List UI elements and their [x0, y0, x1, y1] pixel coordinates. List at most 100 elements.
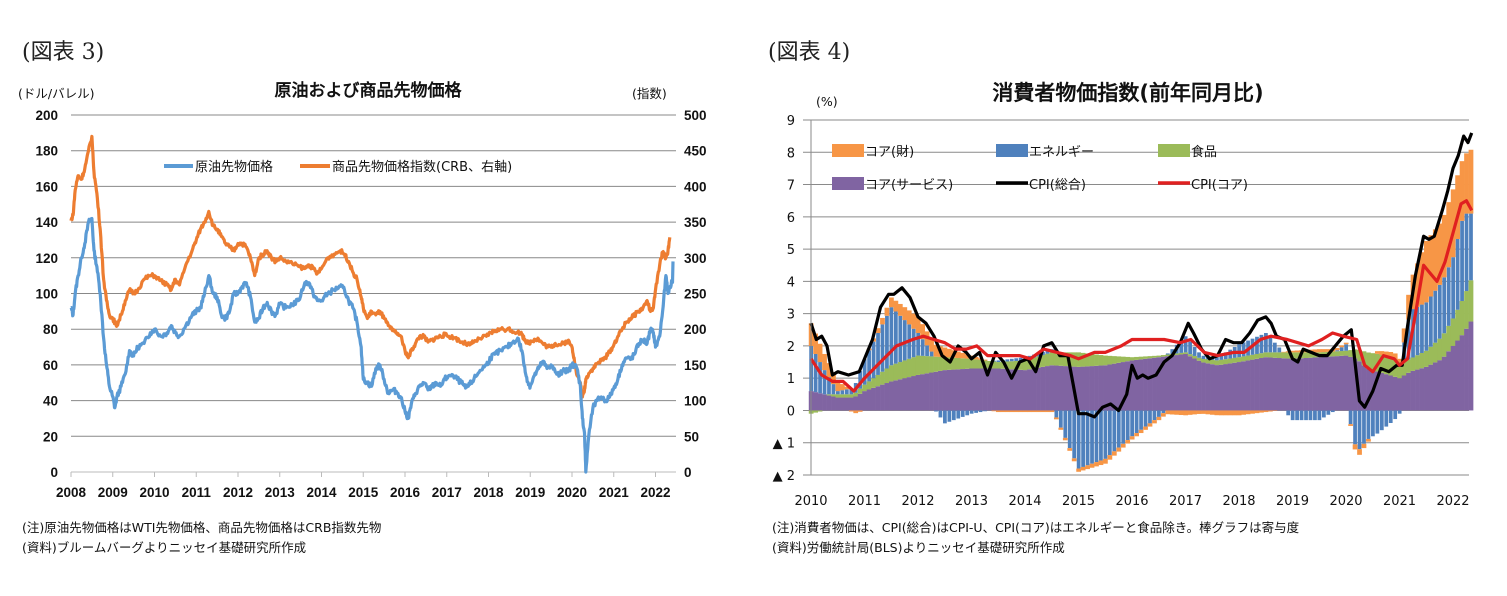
- bar-segment: [946, 348, 952, 358]
- bar-segment: [1428, 364, 1434, 411]
- bar-segment: [960, 369, 966, 411]
- bar-segment: [906, 310, 912, 325]
- bar-segment: [1143, 358, 1148, 411]
- bar-segment: [1076, 366, 1082, 411]
- bar-segment: [924, 373, 930, 411]
- y-tick-label: 5: [787, 243, 795, 258]
- bar-segment: [911, 328, 916, 358]
- bar-segment: [906, 377, 912, 411]
- bar-segment: [1210, 364, 1215, 411]
- series-lines: [69, 134, 675, 474]
- bar-segment: [1339, 355, 1345, 411]
- y-tick-label-left: 100: [35, 287, 58, 302]
- cpi-core-line: [809, 199, 1474, 393]
- bar-segment: [1277, 347, 1282, 353]
- bar-segment: [875, 328, 881, 333]
- y-tick-label-right: 200: [684, 322, 707, 337]
- bar-segment: [1388, 410, 1393, 423]
- bar-segment: [1272, 410, 1278, 411]
- x-tick-label: 2008: [56, 485, 87, 500]
- bar-segment: [1460, 220, 1464, 301]
- bar-segment: [1446, 267, 1451, 326]
- bar-segment: [1406, 372, 1411, 411]
- bar-segment: [1343, 350, 1349, 356]
- figure-3-notes: (注)原油先物価格はWTI先物価格、商品先物価格はCRB指数先物 (資料)ブルー…: [22, 518, 381, 558]
- bar-segment: [1281, 358, 1287, 411]
- bar-segment: [1134, 410, 1139, 434]
- bar-segment: [1464, 213, 1469, 292]
- bar-segment: [1143, 426, 1148, 430]
- bar-segment: [1401, 360, 1407, 376]
- bar-segment: [1174, 355, 1180, 411]
- bar-segment: [1428, 235, 1434, 297]
- chart-title: 消費者物価指数(前年同月比): [992, 81, 1263, 105]
- bar-segment: [1303, 352, 1309, 359]
- bar-segment: [1058, 365, 1064, 411]
- bar-segment: [858, 370, 863, 389]
- bar-segment: [1152, 420, 1157, 424]
- bar-segment: [817, 410, 823, 412]
- bar-segment: [1366, 438, 1371, 442]
- bar-segment: [1410, 357, 1416, 371]
- bar-segment: [1254, 358, 1260, 411]
- bar-segment: [1210, 410, 1215, 415]
- bar-segment: [1227, 363, 1233, 411]
- bar-segment: [1152, 357, 1157, 411]
- y-tick-label-left: 40: [43, 394, 58, 409]
- y-tick-label-right: 0: [684, 465, 692, 480]
- bar-segment: [849, 388, 854, 395]
- oil-price-line: [69, 216, 675, 474]
- bar-segment: [1116, 447, 1122, 452]
- bar-segment: [956, 410, 961, 419]
- bar-segment: [1076, 468, 1082, 472]
- bar-segment: [1130, 410, 1135, 437]
- bar-segment: [1317, 349, 1322, 353]
- bar-segment: [1004, 410, 1010, 413]
- bar-segment: [889, 307, 894, 366]
- bar-segment: [1357, 410, 1362, 450]
- bar-segment: [817, 393, 823, 411]
- bar-segment: [1321, 410, 1326, 418]
- bar-segment: [915, 355, 921, 375]
- figure-4-label: (図表 4): [768, 40, 851, 65]
- bar-segment: [929, 356, 934, 373]
- bar-segment: [1112, 410, 1117, 452]
- bar-segment: [862, 391, 868, 411]
- bar-segment: [1196, 410, 1202, 414]
- bar-segment: [1103, 458, 1108, 464]
- bar-segment: [1437, 223, 1443, 285]
- bar-segment: [1062, 437, 1068, 441]
- bar-segment: [880, 317, 885, 325]
- bar-segment: [862, 358, 867, 385]
- bar-segment: [929, 338, 934, 352]
- bar-segment: [1223, 352, 1228, 360]
- bar-segment: [973, 359, 979, 369]
- x-axis: 2008 2009 2010 2011 2012 2013 2014 2015 2016 2017…: [56, 472, 671, 500]
- bar-segment: [1045, 350, 1050, 354]
- bar-segment: [1267, 357, 1273, 411]
- bar-segment: [1468, 321, 1474, 411]
- bar-segment: [1366, 368, 1371, 411]
- bar-segment: [1031, 410, 1037, 413]
- figure-4-notes: (注)消費者物価は、CPI(総合)はCPI-U、CPI(コア)はエネルギーと食品…: [772, 518, 1299, 558]
- bar-segment: [942, 347, 948, 358]
- bar-segment: [1236, 362, 1242, 411]
- bar-segment: [1134, 359, 1139, 411]
- y-tick-label-right: 250: [684, 287, 707, 302]
- bar-segment: [1446, 351, 1452, 411]
- bar-segment: [1379, 372, 1385, 411]
- bar-segment: [1325, 349, 1331, 352]
- bar-segment: [1259, 358, 1264, 411]
- bar-segment: [867, 350, 871, 382]
- bar-segment: [996, 362, 1001, 369]
- bar-segment: [835, 381, 841, 392]
- x-tick-label: 2015: [348, 485, 379, 500]
- bar-segment: [933, 371, 939, 411]
- bar-segment: [1009, 369, 1015, 411]
- bar-segment: [991, 361, 997, 369]
- bar-segment: [1214, 410, 1220, 416]
- bar-segment: [1415, 306, 1420, 356]
- bar-segment: [835, 397, 841, 411]
- bar-segment: [1451, 257, 1456, 319]
- x-tick-label: 2020: [1329, 494, 1362, 509]
